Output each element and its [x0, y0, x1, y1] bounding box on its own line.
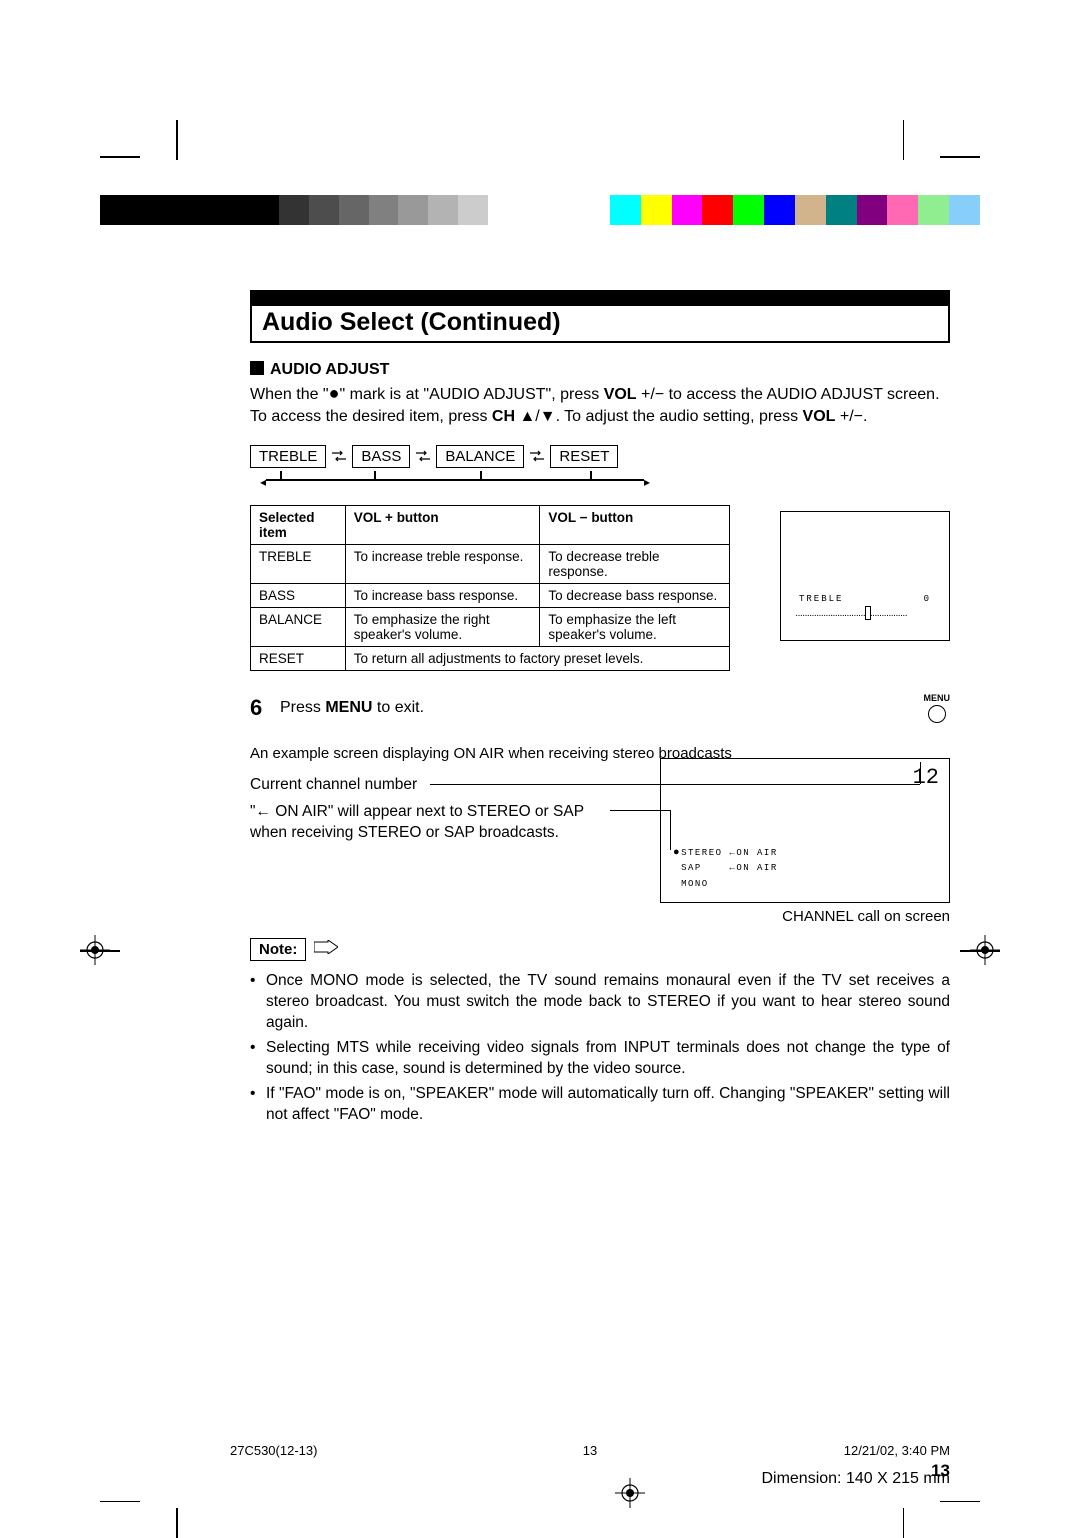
flow-line: ◂ ▸	[250, 471, 660, 491]
callout-onair: "← ON AIR" will appear next to STEREO or…	[250, 802, 610, 844]
note-bullets: •Once MONO mode is selected, the TV soun…	[250, 971, 950, 1125]
step-6: 6 Press MENU to exit. MENU	[250, 693, 950, 723]
grayscale-bar	[100, 195, 518, 225]
audio-adjust-heading: AUDIO ADJUST	[250, 361, 950, 379]
color-bar	[610, 195, 980, 225]
note-arrow-icon	[314, 940, 338, 959]
swap-arrow-icon	[330, 448, 348, 466]
swap-arrow-icon	[528, 448, 546, 466]
osd-caption: CHANNEL call on screen	[660, 908, 950, 925]
flow-item: BALANCE	[436, 445, 524, 468]
registration-mark-icon	[970, 935, 1000, 965]
adjustment-table: Selected itemVOL + buttonVOL − button TR…	[250, 505, 730, 671]
registration-mark-icon	[615, 1478, 645, 1508]
flow-item: BASS	[352, 445, 410, 468]
table-row: BASSTo increase bass response.To decreas…	[251, 584, 730, 608]
swap-arrow-icon	[414, 448, 432, 466]
flow-item: TREBLE	[250, 445, 326, 468]
audio-adjust-body: When the "●" mark is at "AUDIO ADJUST", …	[250, 381, 950, 427]
table-row: RESETTo return all adjustments to factor…	[251, 647, 730, 671]
note-label: Note:	[250, 938, 306, 961]
flow-item: RESET	[550, 445, 618, 468]
registration-mark-icon	[80, 935, 110, 965]
menu-button-icon: MENU	[924, 693, 951, 723]
footer: 27C530(12-13) 13 12/21/02, 3:40 PM	[230, 1443, 950, 1458]
osd-treble-preview: TREBLE 0 ·······························…	[780, 511, 950, 641]
table-row: TREBLETo increase treble response.To dec…	[251, 545, 730, 584]
callout-channel: Current channel number	[250, 776, 417, 794]
dimension-label: Dimension: 140 X 215 mm	[761, 1470, 950, 1488]
page-title-bar: Audio Select (Continued)	[250, 290, 950, 343]
flow-diagram: TREBLE BASS BALANCE RESET	[250, 445, 950, 468]
osd-channel-preview: 12 ●STEREO ←ON AIR●SAP ←ON AIR●MONO	[660, 758, 950, 903]
table-row: BALANCETo emphasize the right speaker's …	[251, 608, 730, 647]
page-title: Audio Select (Continued)	[262, 308, 561, 336]
